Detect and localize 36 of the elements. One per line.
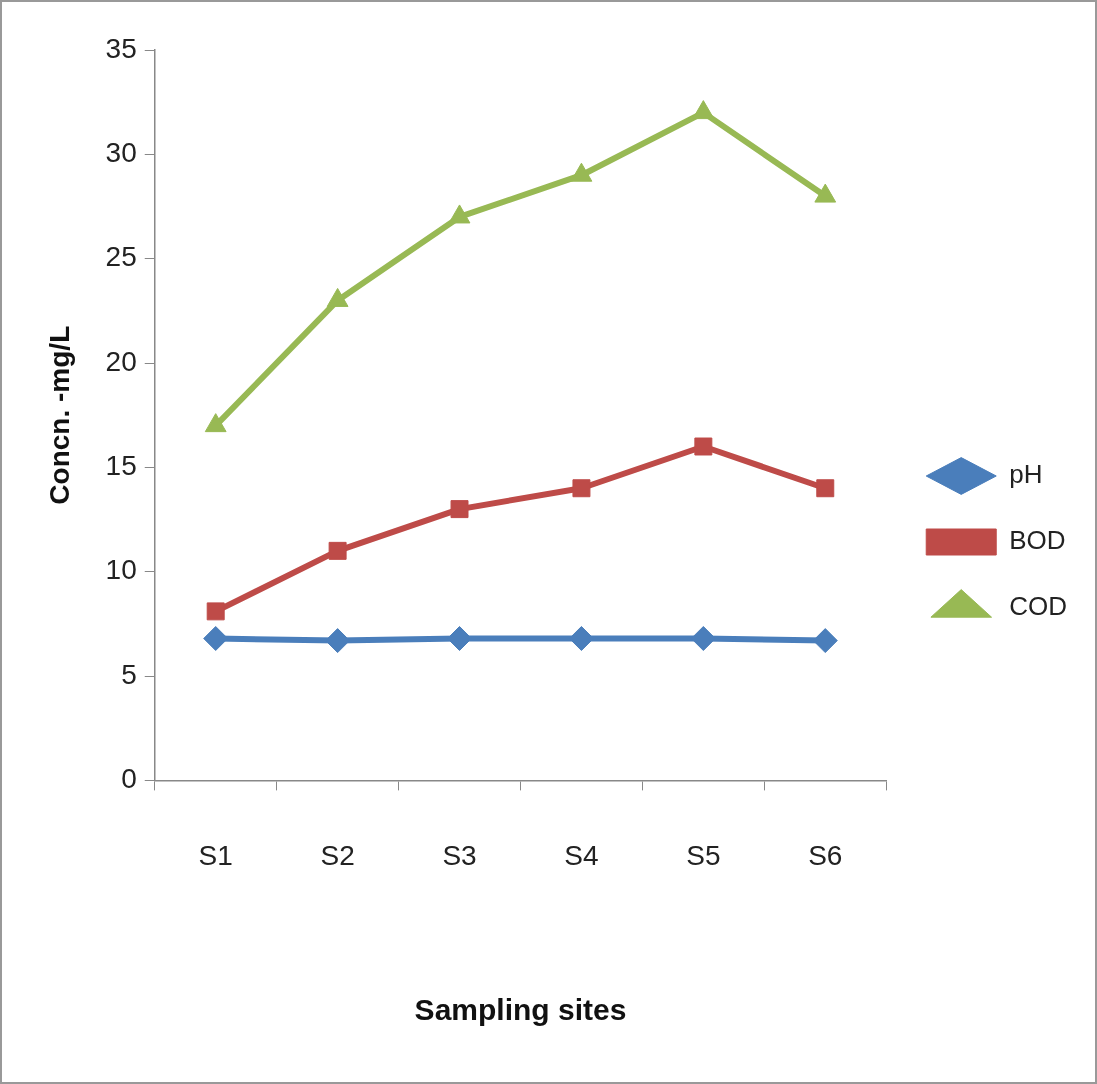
point (572, 479, 591, 498)
y-tick-label: 5 (121, 658, 137, 690)
y-tick-label: 0 (121, 763, 137, 795)
x-tick-label: S1 (198, 839, 233, 871)
point (690, 625, 716, 651)
legend-label: pH (1009, 459, 1043, 490)
y-axis-title: Concn. -mg/L (43, 325, 75, 505)
point (325, 628, 351, 654)
y-tick-label: 15 (105, 450, 137, 482)
x-tick-label: S4 (564, 839, 599, 871)
point (692, 100, 715, 120)
point (326, 287, 349, 307)
x-tick-label: S2 (320, 839, 355, 871)
point (448, 204, 471, 224)
point (203, 625, 229, 651)
y-tick-label: 20 (105, 345, 137, 377)
x-tick-label: S3 (442, 839, 477, 871)
point (206, 602, 225, 621)
y-tick-label: 10 (105, 554, 137, 586)
legend-label: COD (1009, 591, 1067, 622)
y-tick-label: 30 (105, 137, 137, 169)
point (450, 500, 469, 519)
point (812, 628, 838, 654)
x-tick-label: S6 (808, 839, 843, 871)
point (568, 625, 594, 651)
y-tick-label: 35 (105, 32, 137, 64)
x-tick-label: S5 (686, 839, 721, 871)
point (814, 183, 837, 203)
point (328, 541, 347, 560)
legend-label: BOD (1009, 525, 1066, 556)
point (204, 413, 227, 433)
x-axis-title: Sampling sites (414, 993, 627, 1027)
point (694, 437, 713, 456)
y-tick-label: 25 (105, 241, 137, 273)
point (816, 479, 835, 498)
point (570, 162, 593, 182)
